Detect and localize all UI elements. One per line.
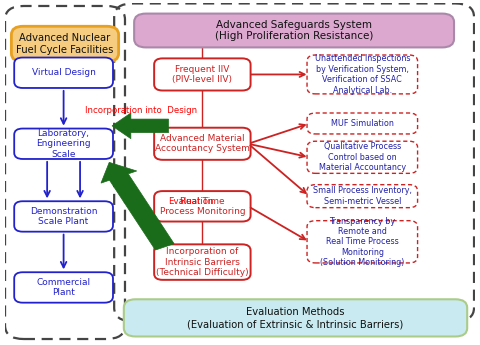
Text: Evaluation: Evaluation bbox=[168, 197, 214, 206]
FancyBboxPatch shape bbox=[14, 272, 113, 303]
Text: MUF Simulation: MUF Simulation bbox=[331, 119, 394, 128]
Text: Advanced Material
Accountancy System: Advanced Material Accountancy System bbox=[155, 134, 250, 154]
Text: Frequent IIV
(PIV-level IIV): Frequent IIV (PIV-level IIV) bbox=[172, 65, 232, 84]
Text: Qualitative Process
Control based on
Material Accountancy: Qualitative Process Control based on Mat… bbox=[319, 142, 406, 172]
FancyBboxPatch shape bbox=[307, 113, 418, 134]
Text: Laboratory,
Engineering
Scale: Laboratory, Engineering Scale bbox=[36, 129, 91, 159]
Text: Advanced Safeguards System
(High Proliferation Resistance): Advanced Safeguards System (High Prolife… bbox=[215, 20, 373, 41]
FancyBboxPatch shape bbox=[307, 185, 418, 208]
Text: Unattended Inspections
by Verification System,
Verification of SSAC
Analytical L: Unattended Inspections by Verification S… bbox=[314, 55, 410, 95]
Text: Demonstration
Scale Plant: Demonstration Scale Plant bbox=[30, 207, 97, 226]
FancyBboxPatch shape bbox=[124, 299, 467, 336]
FancyBboxPatch shape bbox=[14, 58, 113, 88]
FancyBboxPatch shape bbox=[154, 128, 251, 160]
FancyBboxPatch shape bbox=[154, 191, 251, 221]
FancyBboxPatch shape bbox=[307, 55, 418, 94]
Polygon shape bbox=[101, 162, 174, 250]
Text: Commercial
Plant: Commercial Plant bbox=[36, 278, 91, 297]
FancyBboxPatch shape bbox=[14, 129, 113, 159]
Text: Evaluation Methods
(Evaluation of Extrinsic & Intrinsic Barriers): Evaluation Methods (Evaluation of Extrin… bbox=[187, 307, 404, 329]
FancyBboxPatch shape bbox=[134, 13, 454, 47]
Text: Incorporation of
Intrinsic Barriers
(Technical Difficulty): Incorporation of Intrinsic Barriers (Tec… bbox=[156, 247, 249, 277]
FancyBboxPatch shape bbox=[12, 26, 119, 62]
Text: Incorporation into  Design: Incorporation into Design bbox=[85, 106, 197, 115]
Text: Real Time
Process Monitoring: Real Time Process Monitoring bbox=[159, 197, 245, 216]
FancyBboxPatch shape bbox=[154, 58, 251, 90]
FancyBboxPatch shape bbox=[307, 221, 418, 263]
Text: Advanced Nuclear
Fuel Cycle Facilities: Advanced Nuclear Fuel Cycle Facilities bbox=[16, 33, 114, 55]
Polygon shape bbox=[112, 113, 168, 139]
Text: Small Process Inventory,
Semi-metric Vessel: Small Process Inventory, Semi-metric Ves… bbox=[313, 186, 412, 206]
FancyBboxPatch shape bbox=[14, 201, 113, 232]
FancyBboxPatch shape bbox=[307, 141, 418, 173]
Text: Transparency by
Remote and
Real Time Process
Monitoring
(Solution Monitoring): Transparency by Remote and Real Time Pro… bbox=[320, 217, 405, 267]
FancyBboxPatch shape bbox=[154, 244, 251, 280]
Text: Virtual Design: Virtual Design bbox=[32, 68, 96, 77]
